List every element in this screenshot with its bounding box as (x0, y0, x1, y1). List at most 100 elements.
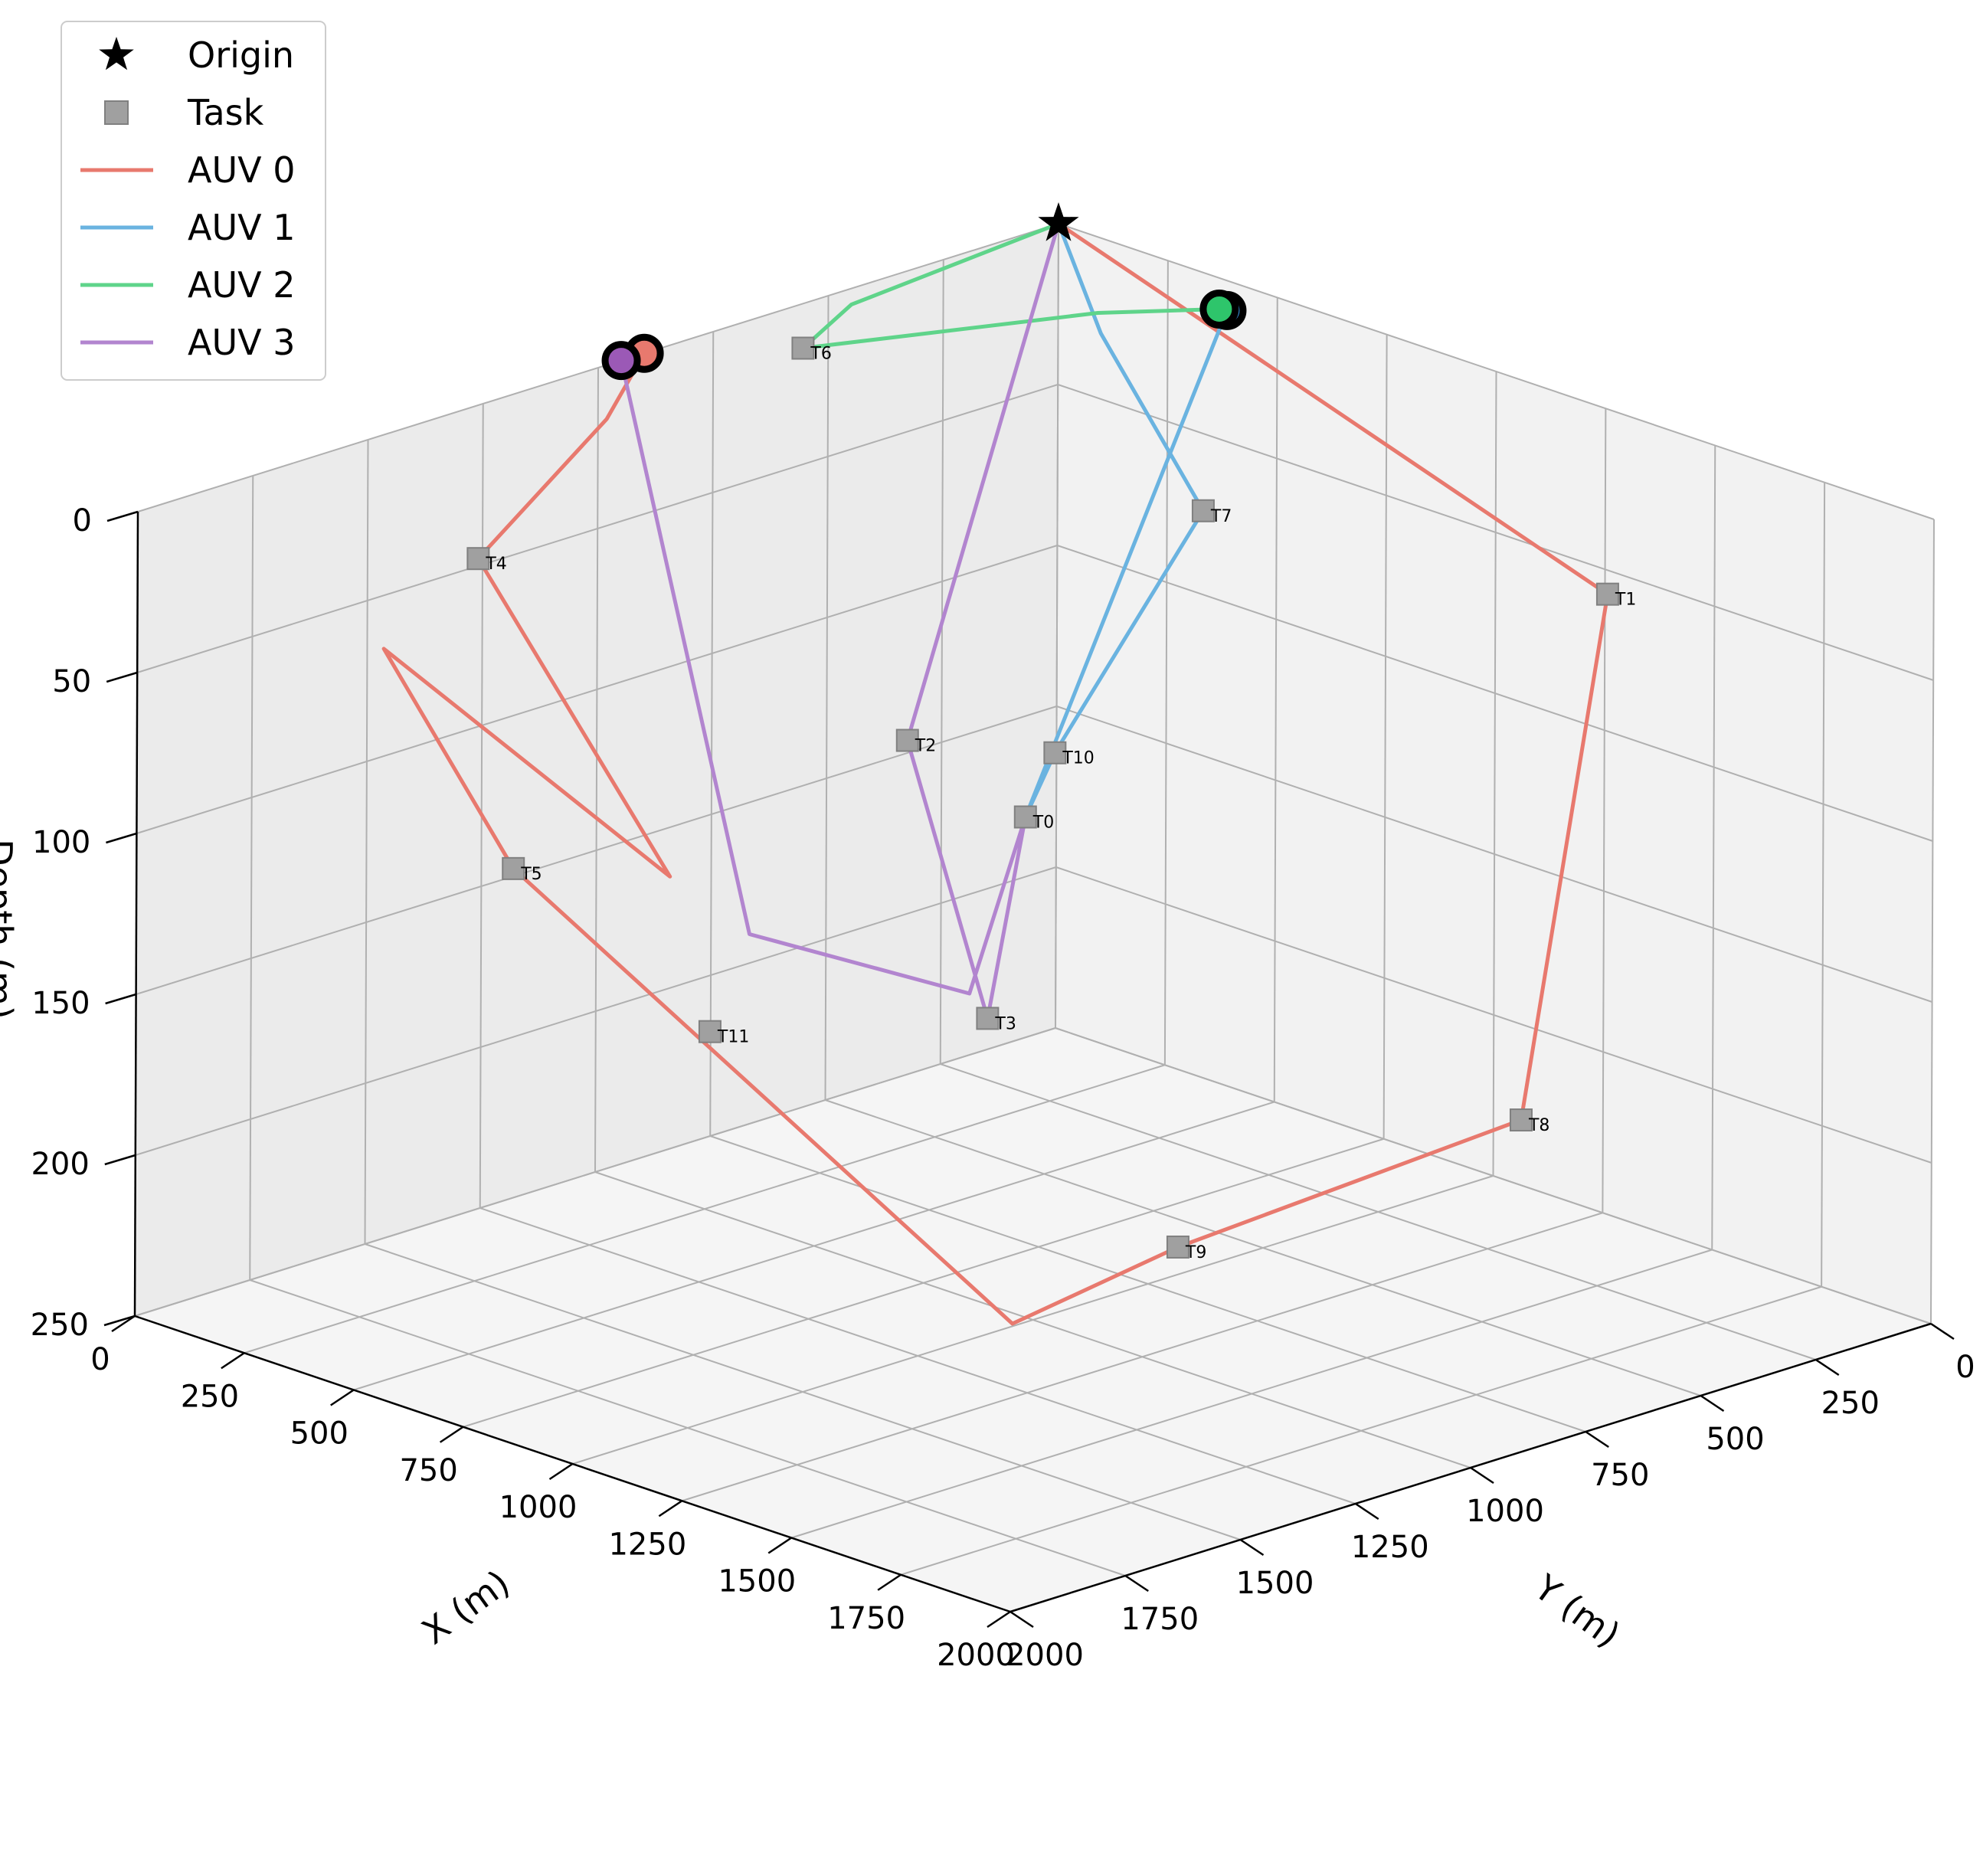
grid-x-vertical (1163, 260, 1169, 1066)
grid-z-xwall (1058, 223, 1935, 520)
y-tick-label: 1250 (1351, 1530, 1429, 1565)
z-tick-label: 0 (73, 503, 92, 539)
task-label: T3 (994, 1014, 1016, 1033)
z-axis-label: Depth (m) (0, 839, 20, 1019)
task-label: T4 (485, 555, 506, 574)
task-marker (1595, 582, 1619, 606)
y-tick-mark (1930, 1322, 1955, 1341)
task-marker (1191, 499, 1215, 522)
x-tick-label: 500 (290, 1416, 348, 1452)
x-tick-label: 0 (90, 1342, 110, 1377)
task-marker (502, 856, 525, 880)
x-tick-label: 750 (399, 1453, 457, 1488)
axes-ticks: 0250500750100012501500175020000250500750… (31, 503, 1975, 1673)
task-label: T5 (520, 865, 542, 884)
task-label: T11 (717, 1028, 749, 1047)
grid-z-ywall (134, 1027, 1056, 1317)
z-tick-label: 150 (31, 986, 90, 1021)
x-tick-label: 1250 (608, 1527, 686, 1562)
x-tick-mark (221, 1352, 245, 1370)
y-tick-mark (1124, 1574, 1149, 1593)
grid-z-xwall (1055, 866, 1932, 1164)
y-tick-mark (1585, 1430, 1609, 1449)
task-label: T1 (1615, 591, 1636, 610)
grid-x-vertical (1821, 482, 1826, 1287)
grid-x-vertical (1273, 297, 1278, 1102)
y-tick-label: 1000 (1466, 1494, 1544, 1529)
grid-y-vertical (824, 295, 830, 1101)
grid-x-vertical (1930, 519, 1935, 1324)
grid-x-vertical (1711, 445, 1716, 1250)
grid-z-xwall (1056, 706, 1932, 1003)
task-label: T6 (810, 345, 831, 364)
z-tick-mark (106, 832, 137, 844)
y-tick-mark (1239, 1538, 1265, 1557)
task-marker (1509, 1108, 1533, 1132)
y-tick-mark (1700, 1394, 1725, 1413)
task-label: T9 (1185, 1243, 1206, 1262)
final-position-auv-3 (601, 341, 641, 381)
grid-y-floor (594, 1171, 1471, 1468)
z-tick-label: 50 (52, 664, 91, 699)
y-tick-mark (1355, 1502, 1379, 1521)
x-tick-mark (111, 1315, 136, 1333)
grid-y-floor (825, 1099, 1701, 1396)
task-marker (1166, 1235, 1189, 1259)
grid-z-xwall (1055, 1027, 1932, 1324)
z-tick-label: 100 (32, 825, 90, 860)
legend-entry-label: Origin (188, 34, 294, 76)
task-marker (976, 1007, 1000, 1030)
origin-marker (1038, 202, 1079, 241)
grid-y-floor (709, 1135, 1586, 1432)
final-position-auv-2 (1199, 289, 1239, 329)
y-tick-label: 500 (1706, 1422, 1764, 1457)
grid-x-vertical (1492, 371, 1497, 1177)
legend-entry-label: AUV 3 (188, 322, 296, 363)
task-markers: T0 T1 T2 T3 T4 T5 T6 T7 T8 T9 T10 T11 (466, 336, 1636, 1262)
legend-entry-label: Task (187, 92, 264, 133)
grid-z-xwall (1057, 545, 1933, 842)
y-tick-label: 0 (1955, 1350, 1975, 1385)
y-tick-label: 750 (1591, 1458, 1649, 1493)
grid-y-vertical (939, 259, 944, 1065)
grid-z-ywall (135, 866, 1057, 1156)
y-tick-label: 250 (1821, 1386, 1880, 1421)
x-tick-label: 250 (181, 1379, 239, 1414)
task-marker (791, 336, 815, 360)
grid-y-floor (365, 1243, 1241, 1540)
y-tick-mark (1009, 1610, 1034, 1629)
x-tick-mark (658, 1500, 683, 1517)
x-tick-label: 2000 (937, 1638, 1015, 1673)
y-axis-label: Y (m) (1527, 1566, 1628, 1655)
grid-z-ywall (136, 706, 1057, 995)
z-axis-line (133, 511, 139, 1317)
z-tick-mark (106, 510, 139, 522)
grid-z-ywall (137, 223, 1059, 512)
task-label: T7 (1210, 507, 1232, 526)
grid-z-xwall (1057, 384, 1934, 681)
legend-entry-label: AUV 0 (188, 149, 296, 191)
grid-y-vertical (709, 331, 715, 1137)
y-tick-mark (1815, 1358, 1840, 1377)
z-tick-mark (105, 993, 136, 1005)
legend-entry-label: AUV 1 (188, 207, 296, 248)
grid-z-ywall (136, 545, 1058, 834)
y-tick-label: 2000 (1006, 1638, 1084, 1673)
z-tick-mark (106, 671, 138, 683)
task-marker (698, 1020, 722, 1043)
grid-y-floor (479, 1207, 1356, 1504)
x-tick-mark (330, 1389, 355, 1406)
task-label: T10 (1062, 749, 1094, 768)
task-label: T2 (915, 737, 936, 756)
x-tick-label: 1750 (827, 1601, 905, 1636)
z-tick-mark (103, 1315, 136, 1327)
y-tick-label: 1500 (1236, 1566, 1314, 1601)
grid-z-ywall (136, 384, 1059, 673)
task-label: T0 (1032, 814, 1054, 833)
task-marker (466, 547, 490, 571)
grid-y-vertical (479, 403, 484, 1209)
x-tick-mark (767, 1537, 792, 1554)
grid-y-floor (249, 1279, 1126, 1576)
y-tick-label: 1750 (1121, 1602, 1199, 1637)
